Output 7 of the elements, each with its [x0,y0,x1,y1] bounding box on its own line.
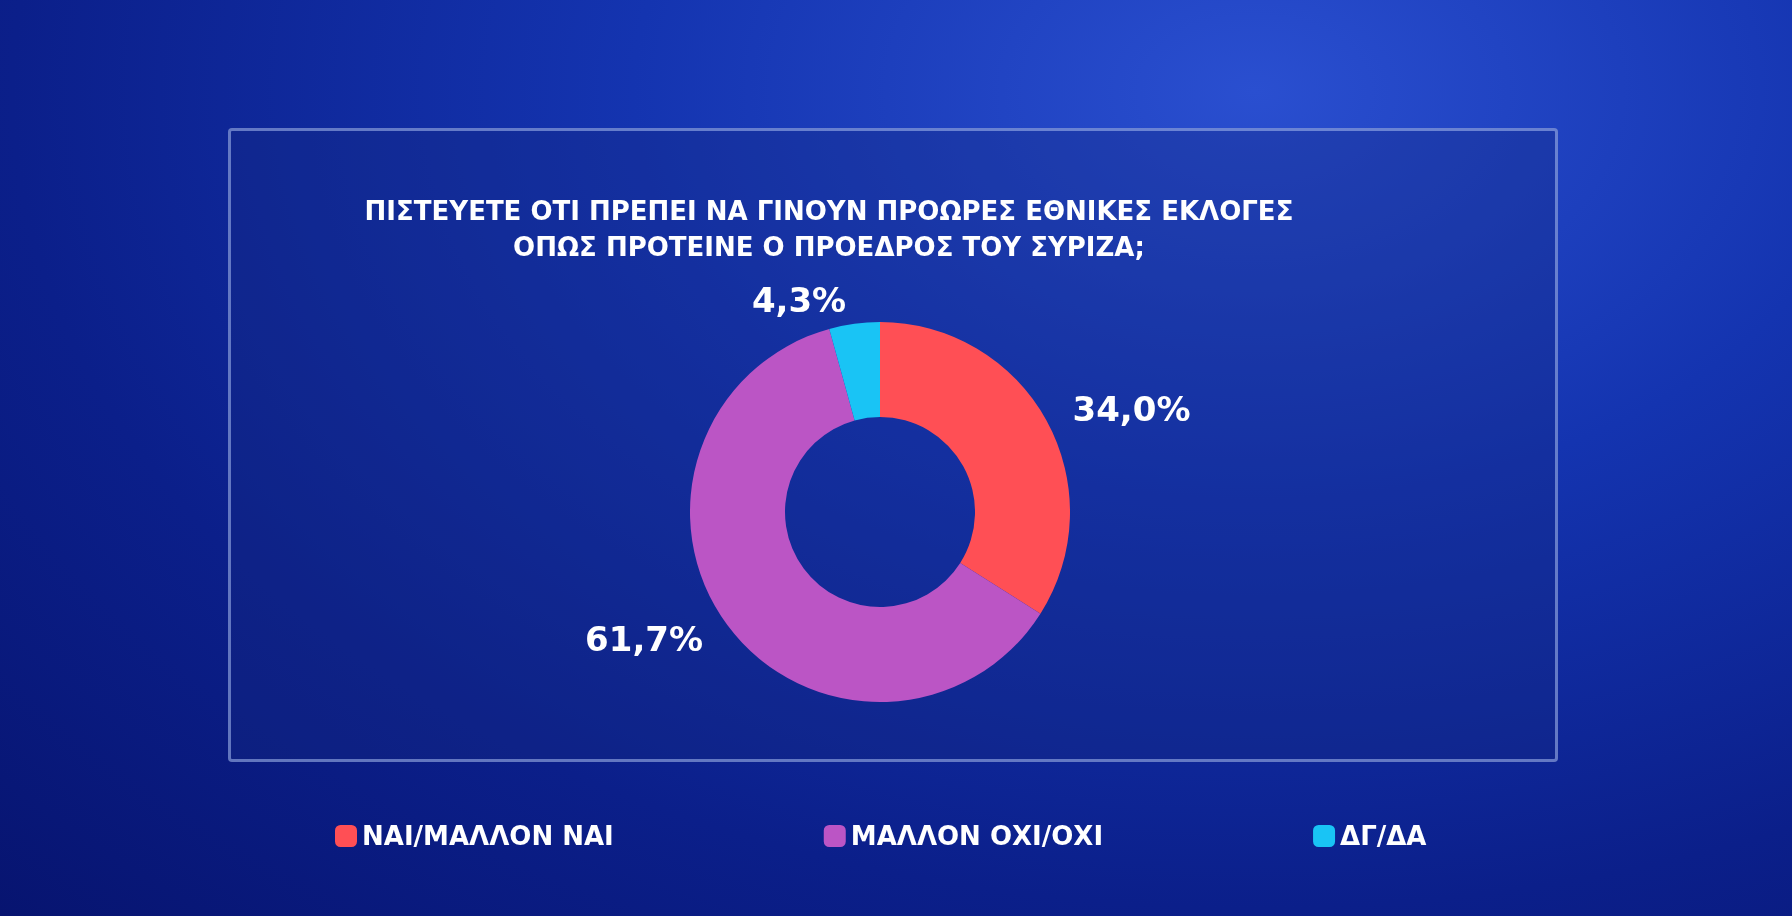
data-label: 61,7% [585,619,704,660]
chart-title: ΠΙΣΤΕΥΕΤΕ ΟΤΙ ΠΡΕΠΕΙ ΝΑ ΓΙΝΟΥΝ ΠΡΟΩΡΕΣ ΕΘΝΙΚΕΣ ΕΚΛΟΓΕΣ ΟΠΩΣ ΠΡΟΤΕΙΝΕ Ο ΠΡΟΕΔΡΟΣ ΤΟΥ ΣΥΡΙΖΑ; [364,196,1294,262]
legend-label: ΜΑΛΛΟΝ ΟΧΙ/ΟΧΙ [850,821,1104,851]
legend-label: ΔΓ/ΔΑ [1340,821,1427,851]
data-label: 4,3% [751,279,847,320]
legend-label: ΝΑΙ/ΜΑΛΛΟΝ ΝΑΙ [362,821,614,851]
data-label: 34,0% [1072,388,1191,429]
